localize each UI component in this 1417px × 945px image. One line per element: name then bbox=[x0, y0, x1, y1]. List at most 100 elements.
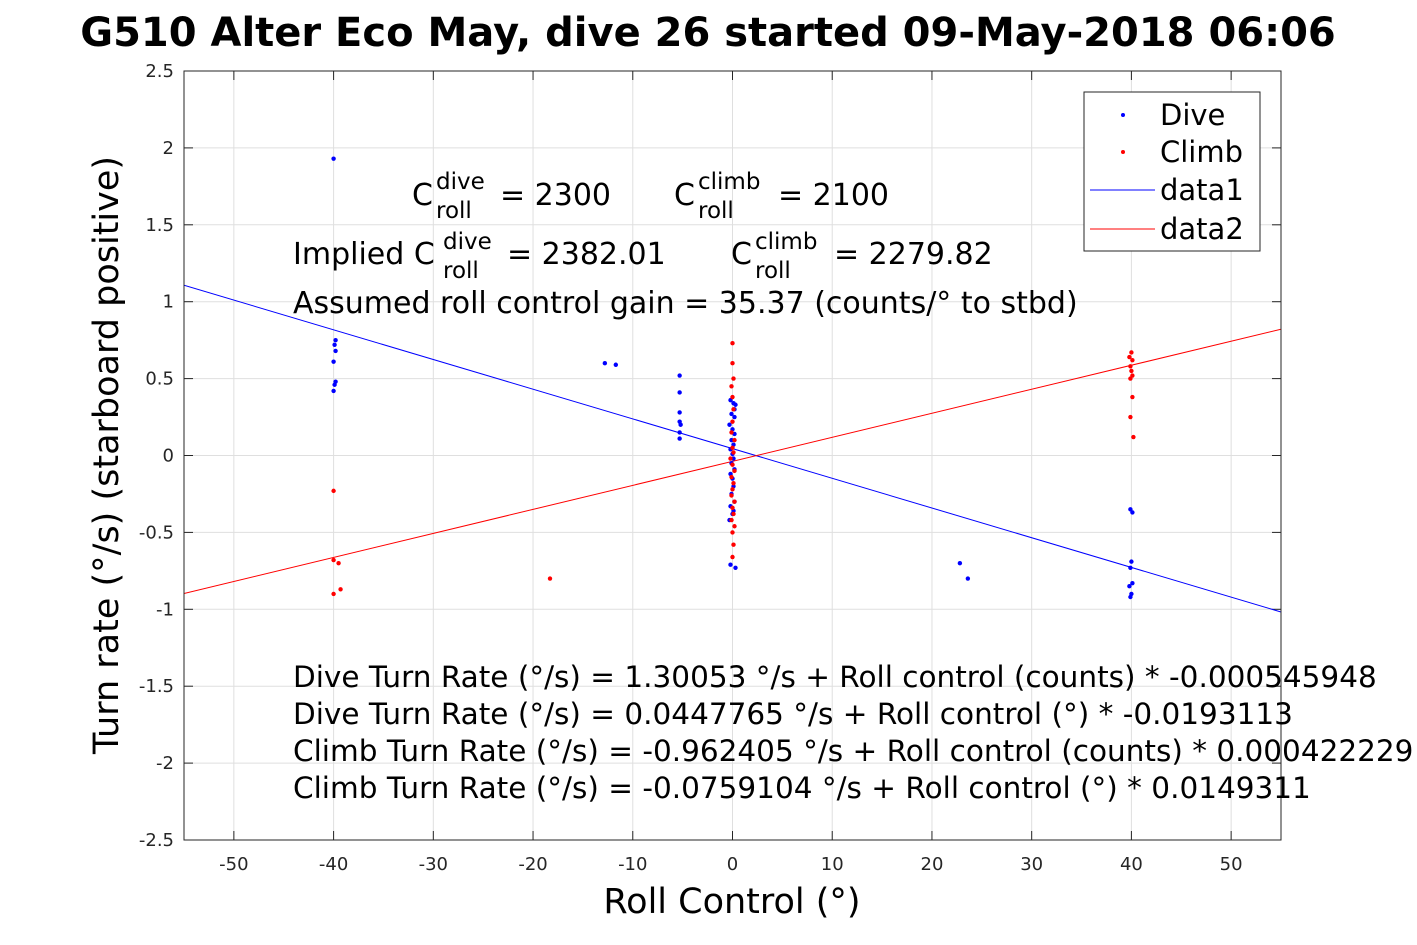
point-dive bbox=[1127, 584, 1132, 589]
x-tick-label: -30 bbox=[419, 854, 448, 875]
implied-dive-sub: roll bbox=[443, 258, 479, 284]
point-climb bbox=[729, 517, 734, 523]
x-tick-label: -50 bbox=[219, 854, 248, 875]
equation-dive-degrees: Dive Turn Rate (°/s) = 0.0447765 °/s + R… bbox=[293, 697, 1293, 731]
c-roll-climb-value: = 2100 bbox=[778, 178, 889, 213]
legend-item-dive: Dive bbox=[1121, 98, 1225, 132]
point-climb bbox=[729, 474, 734, 480]
c-roll-dive-annotation: C dive roll = 2300 bbox=[412, 169, 611, 224]
point-climb bbox=[730, 361, 735, 366]
implied-c-roll-annotation: Implied C dive roll = 2382.01 C climb ro… bbox=[293, 229, 993, 284]
c-roll-climb-sub: roll bbox=[698, 198, 734, 224]
point-dive bbox=[678, 422, 683, 427]
point-dive bbox=[729, 411, 734, 417]
c-roll-dive-sub: roll bbox=[436, 198, 472, 224]
point-dive bbox=[331, 359, 336, 364]
y-tick-label: -2 bbox=[156, 753, 174, 774]
legend-item-data1: data1 bbox=[1090, 173, 1244, 207]
point-climb bbox=[731, 480, 736, 486]
point-climb bbox=[732, 524, 737, 529]
point-dive bbox=[331, 388, 336, 394]
legend: Dive Climb data1 data2 bbox=[1083, 91, 1261, 252]
y-tick-label: 2 bbox=[163, 138, 174, 159]
point-climb bbox=[730, 505, 735, 510]
point-dive bbox=[613, 362, 619, 367]
legend-label-data1: data1 bbox=[1160, 173, 1244, 207]
equation-climb-degrees: Climb Turn Rate (°/s) = -0.0759104 °/s +… bbox=[293, 771, 1311, 805]
point-climb bbox=[731, 450, 736, 455]
x-tick-label: -20 bbox=[518, 854, 547, 875]
plot-frame bbox=[183, 70, 1282, 841]
point-dive bbox=[677, 410, 682, 415]
y-axis-label: Turn rate (°/s) (starboard positive) bbox=[87, 156, 127, 755]
point-dive bbox=[733, 402, 738, 407]
implied-dive-sup: dive bbox=[443, 229, 492, 255]
legend-label-climb: Climb bbox=[1160, 135, 1243, 169]
point-dive bbox=[1130, 580, 1135, 586]
implied-prefix: Implied C bbox=[293, 237, 435, 272]
point-dive bbox=[732, 414, 737, 420]
point-climb bbox=[731, 542, 736, 547]
point-dive bbox=[1128, 594, 1133, 600]
point-climb bbox=[331, 557, 336, 563]
point-climb bbox=[730, 445, 735, 451]
point-dive bbox=[727, 422, 732, 427]
legend-label-data2: data2 bbox=[1160, 212, 1244, 246]
y-tick-label: 0 bbox=[163, 446, 174, 467]
point-dive bbox=[677, 436, 682, 441]
point-climb bbox=[730, 530, 735, 535]
chart-title: G510 Alter Eco May, dive 26 started 09-M… bbox=[80, 10, 1336, 56]
y-tick-label: 1.5 bbox=[145, 215, 174, 236]
point-dive bbox=[1129, 559, 1134, 564]
data-points bbox=[331, 156, 1136, 600]
legend-label-dive: Dive bbox=[1160, 98, 1225, 132]
x-tick-label: -40 bbox=[319, 854, 348, 875]
point-climb bbox=[338, 587, 343, 592]
c-roll-climb-sup: climb bbox=[698, 169, 760, 195]
point-climb bbox=[732, 437, 737, 443]
implied-climb-base: C bbox=[731, 237, 752, 272]
point-climb bbox=[732, 499, 737, 504]
point-dive bbox=[333, 348, 338, 354]
point-dive bbox=[602, 361, 608, 366]
legend-item-data2: data2 bbox=[1090, 212, 1244, 246]
equation-dive-counts: Dive Turn Rate (°/s) = 1.30053 °/s + Rol… bbox=[293, 660, 1377, 694]
point-dive bbox=[677, 373, 682, 378]
equation-climb-counts: Climb Turn Rate (°/s) = -0.962405 °/s + … bbox=[293, 734, 1413, 768]
implied-dive-value: = 2382.01 bbox=[507, 237, 666, 272]
point-climb bbox=[1129, 350, 1134, 355]
x-tick-label: 50 bbox=[1220, 854, 1243, 875]
x-tick-label: -10 bbox=[618, 854, 647, 875]
axis-ticks: -50 -40 -30 -20 -10 0 10 20 30 40 50-2.5-2-1.5-1-0… bbox=[139, 61, 1281, 875]
point-dive bbox=[733, 565, 738, 570]
point-dive bbox=[333, 337, 338, 343]
point-climb bbox=[1127, 354, 1132, 360]
y-tick-label: -0.5 bbox=[139, 522, 174, 543]
y-tick-label: 1 bbox=[163, 292, 174, 313]
point-climb bbox=[1130, 394, 1135, 400]
point-dive bbox=[332, 342, 337, 347]
point-climb bbox=[1128, 364, 1133, 369]
point-climb bbox=[547, 576, 553, 581]
point-climb bbox=[1131, 434, 1136, 440]
point-climb bbox=[731, 376, 736, 381]
implied-climb-sub: roll bbox=[755, 258, 791, 284]
point-climb bbox=[730, 341, 735, 346]
x-tick-label: 10 bbox=[821, 854, 844, 875]
y-tick-label: 0.5 bbox=[145, 369, 174, 390]
point-dive bbox=[957, 560, 963, 566]
point-climb bbox=[331, 488, 336, 494]
legend-marker-dive bbox=[1121, 113, 1125, 117]
point-dive bbox=[677, 430, 682, 435]
point-climb bbox=[730, 419, 735, 424]
legend-item-climb: Climb bbox=[1121, 135, 1243, 169]
c-roll-dive-sup: dive bbox=[436, 169, 485, 195]
point-climb bbox=[1128, 376, 1133, 381]
legend-box bbox=[1083, 91, 1261, 252]
point-climb bbox=[729, 384, 734, 389]
legend-marker-climb bbox=[1121, 150, 1125, 154]
y-tick-label: -1 bbox=[156, 599, 174, 620]
roll-gain-annotation: Assumed roll control gain = 35.37 (count… bbox=[293, 286, 1078, 321]
x-tick-label: 30 bbox=[1020, 854, 1043, 875]
